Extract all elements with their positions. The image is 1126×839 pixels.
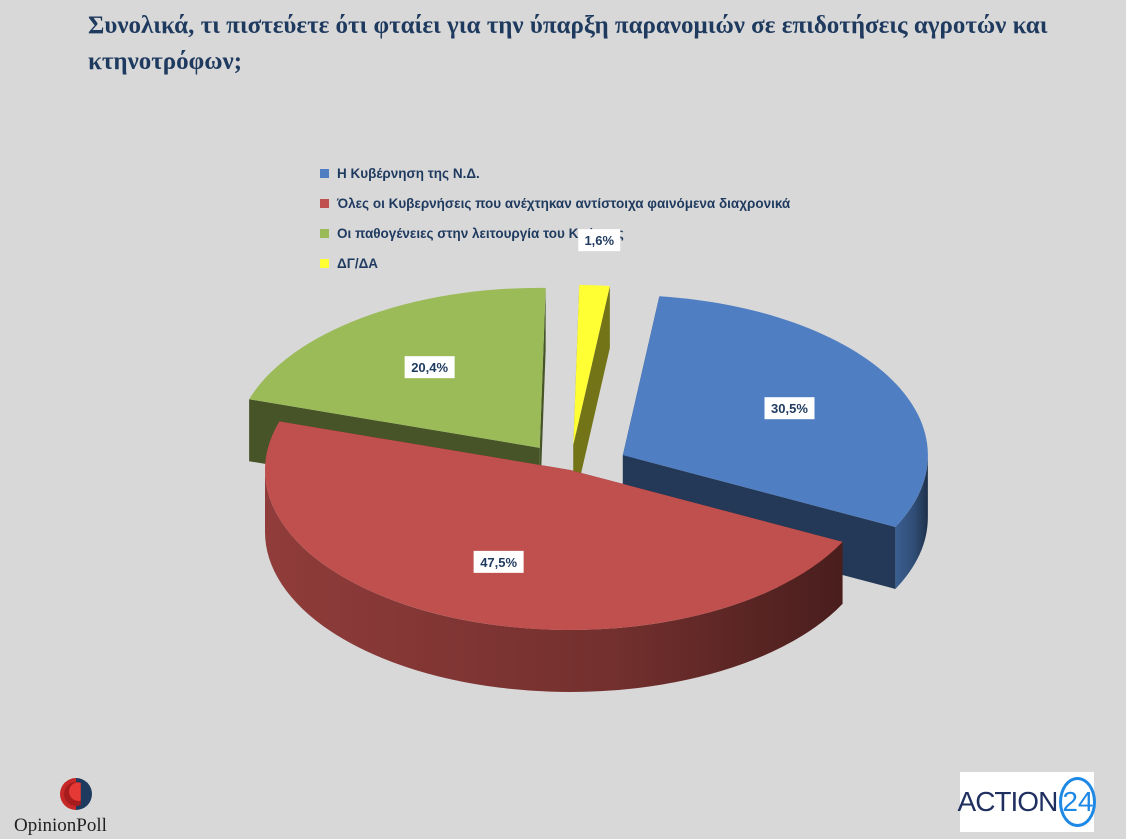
- opinionpoll-logo-text: OpinionPoll: [14, 815, 107, 836]
- pie-slice-top: [573, 284, 610, 445]
- action24-logo-text: ACTION: [957, 786, 1059, 817]
- data-label: 1,6%: [578, 229, 621, 252]
- pie-slice: [573, 284, 610, 507]
- data-label-text: 47,5%: [480, 555, 517, 570]
- action24-logo: ACTION 24: [957, 772, 1097, 832]
- chart-title: Συνολικά, τι πιστεύετε ότι φταίει για τη…: [88, 12, 1048, 75]
- data-label-box: [764, 397, 815, 420]
- legend-item: ΔΓ/ΔΑ: [320, 248, 790, 278]
- legend-swatch: [320, 198, 329, 208]
- pie-slice-side: [539, 287, 546, 510]
- pie-slice-top: [249, 287, 546, 448]
- pie-slice-side: [573, 286, 610, 507]
- data-label-text: 1,6%: [584, 233, 614, 248]
- legend-item: Όλες οι Κυβερνήσεις που ανέχτηκαν αντίστ…: [320, 188, 790, 218]
- opinionpoll-ball-icon: [60, 778, 92, 810]
- legend-swatch: [320, 228, 329, 238]
- legend-item: Οι παθογένειες στην λειτουργία του Κράτο…: [320, 218, 790, 248]
- legend: Η Κυβέρνηση της Ν.Δ. Όλες οι Κυβερνήσεις…: [320, 158, 790, 278]
- legend-label: Όλες οι Κυβερνήσεις που ανέχτηκαν αντίστ…: [337, 195, 791, 211]
- pie-slice-wall: [265, 470, 843, 693]
- data-label-text: 20,4%: [411, 360, 448, 375]
- opinionpoll-logo: OpinionPoll: [14, 778, 124, 838]
- pie-slice-wall: [895, 455, 928, 589]
- legend-label: Οι παθογένειες στην λειτουργία του Κράτο…: [337, 225, 624, 241]
- legend-item: Η Κυβέρνηση της Ν.Δ.: [320, 158, 790, 188]
- legend-swatch: [320, 258, 329, 268]
- pie-slice: [265, 421, 843, 693]
- legend-label: Η Κυβέρνηση της Ν.Δ.: [337, 165, 480, 181]
- data-label-box: [404, 356, 455, 379]
- data-label-box: [578, 229, 621, 252]
- data-label: 20,4%: [404, 356, 455, 379]
- data-label-box: [473, 550, 524, 573]
- data-label: 30,5%: [764, 397, 815, 420]
- pie-slice-top: [265, 421, 843, 630]
- data-label: 47,5%: [473, 550, 524, 573]
- action24-logo-number: 24: [1059, 777, 1097, 827]
- legend-label: ΔΓ/ΔΑ: [337, 255, 379, 271]
- data-label-text: 30,5%: [771, 401, 808, 416]
- legend-swatch: [320, 168, 329, 178]
